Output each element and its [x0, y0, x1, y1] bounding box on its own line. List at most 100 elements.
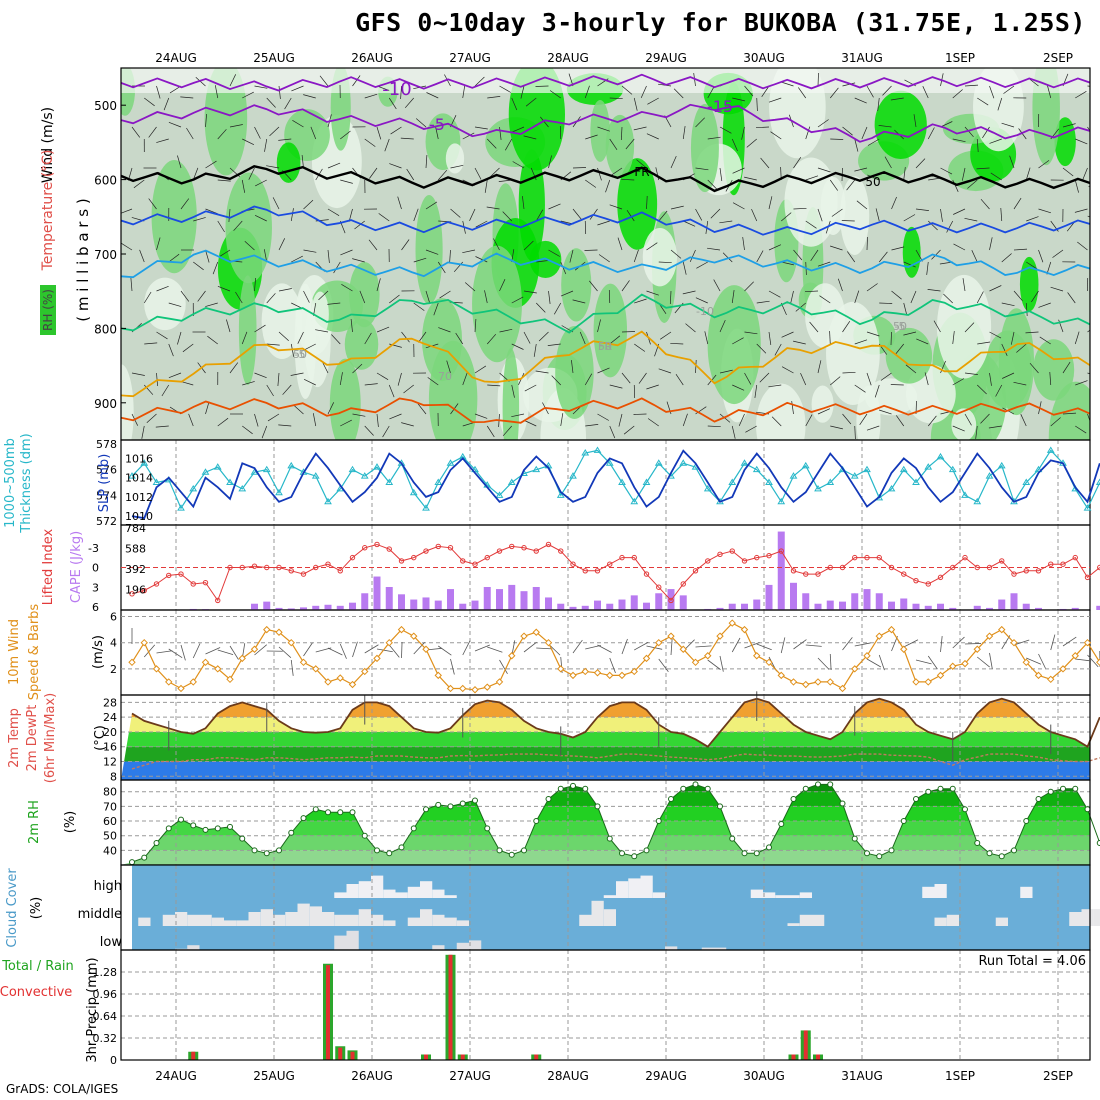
wind-barb — [205, 302, 218, 307]
thickness-marker — [569, 472, 577, 479]
wind-barb — [924, 372, 929, 386]
wind-speed-marker — [532, 628, 540, 636]
wind-barb — [168, 372, 182, 379]
cape-bar — [949, 607, 957, 610]
isotherm-20 — [121, 330, 1090, 398]
thickness-marker — [189, 484, 198, 492]
wind-speed-marker — [483, 683, 491, 691]
li-marker — [1060, 561, 1066, 567]
wind-barb — [413, 257, 427, 263]
wind-barb — [646, 290, 659, 296]
wind-barb — [1029, 362, 1039, 374]
wind-barb — [400, 137, 414, 140]
precip-conv-bar — [816, 1054, 820, 1060]
wind-speed-marker — [1034, 671, 1043, 680]
li-marker — [190, 581, 196, 587]
wind-barb-10m — [915, 659, 932, 665]
cloud-background — [132, 865, 1090, 950]
cape-bar — [741, 603, 748, 610]
wind-barb — [1013, 197, 1022, 210]
wind-barb — [161, 384, 170, 397]
wind-barb — [511, 296, 524, 304]
precip-conv-bar — [791, 1054, 796, 1060]
wind-barb — [438, 327, 451, 333]
li-marker — [423, 548, 429, 554]
wind-barb — [621, 331, 636, 333]
rh-shading — [690, 103, 719, 193]
rh-marker — [300, 815, 307, 822]
thickness-marker — [360, 472, 369, 479]
wind-barb — [397, 196, 402, 210]
wind-barb — [793, 340, 806, 345]
rh-shading — [311, 291, 329, 338]
wind-barb — [621, 178, 635, 181]
cape-bar — [508, 584, 516, 610]
cloud-bar-high — [358, 881, 371, 898]
footer-credit: GrADS: COLA/IGES — [6, 1082, 119, 1096]
wind-barb — [774, 343, 782, 356]
wind-barb — [217, 220, 225, 233]
wind-barb-10m — [192, 643, 201, 659]
wind-barb — [540, 116, 549, 128]
wind-barb-10m — [1013, 639, 1030, 646]
wind-barb — [768, 290, 781, 298]
wind-barb — [229, 124, 243, 128]
wind-speed-marker — [789, 678, 798, 686]
wind-barb — [847, 251, 856, 263]
wind-barb — [359, 290, 366, 304]
wind-barb-10m — [597, 644, 612, 653]
li-marker — [901, 571, 907, 577]
wind-barb-10m — [168, 648, 183, 659]
wind-barb — [548, 203, 561, 210]
rh-shading — [472, 245, 522, 363]
wind-barb — [670, 249, 682, 259]
wind-barb — [400, 85, 402, 100]
thickness-marker — [887, 484, 896, 492]
wind-barb — [982, 126, 990, 139]
li-marker — [300, 571, 307, 577]
ylabel-millibars: ( m i l l i b a r s ) — [74, 198, 92, 321]
wind-barb — [1047, 85, 1052, 99]
wind-barb — [756, 97, 758, 112]
wind-barb — [455, 332, 464, 345]
wind-barb — [474, 413, 488, 419]
wind-barb — [741, 126, 745, 140]
wind-barb — [940, 360, 946, 374]
wind-barb — [1038, 302, 1051, 308]
wind-barb — [745, 425, 757, 433]
wind-barb — [156, 237, 161, 251]
wind-barb — [364, 332, 372, 345]
wind-barb — [499, 126, 502, 140]
wind-barb — [719, 220, 733, 224]
wind-barb — [854, 384, 866, 393]
cloud-bar-high — [750, 889, 763, 898]
ylabel-li: Lifted Index — [41, 528, 56, 605]
wind-barb — [780, 81, 794, 87]
wind-barb — [212, 261, 219, 275]
wind-speed-marker — [667, 632, 675, 640]
wind-barb — [525, 97, 537, 107]
rh-marker — [141, 854, 148, 861]
wind-barb — [241, 179, 246, 193]
cape-bar — [630, 595, 638, 610]
wind-barb — [530, 167, 537, 181]
wind-barb — [389, 163, 402, 169]
precip-conv-bar — [338, 1047, 343, 1060]
cloud-bar-middle — [224, 920, 237, 926]
wind-barb-10m — [793, 639, 807, 650]
wind-barb — [928, 220, 938, 231]
thickness-marker — [409, 488, 418, 496]
wind-barb — [177, 331, 182, 345]
y-tick-wind: 2 — [110, 663, 117, 676]
wind-barb — [719, 413, 731, 423]
wind-barb — [859, 413, 868, 425]
wind-barb — [976, 167, 990, 170]
wind-barb — [793, 157, 802, 169]
wind-barb — [553, 302, 562, 315]
wind-barb — [354, 220, 365, 230]
wind-barb — [217, 417, 229, 427]
thickness-marker — [324, 497, 332, 505]
rh-marker — [288, 829, 295, 836]
wind-barb — [389, 294, 400, 304]
ylabel-cape: CAPE (J/kg) — [69, 531, 84, 603]
